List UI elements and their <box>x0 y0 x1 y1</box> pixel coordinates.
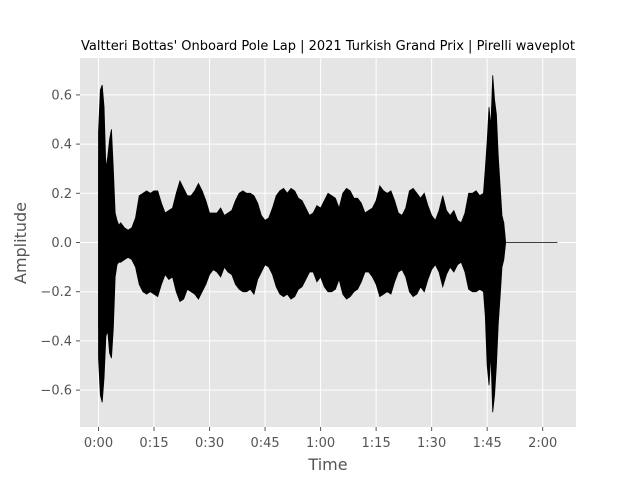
y-axis-ticks: −0.6 −0.4 −0.2 0.0 0.2 0.4 0.6 <box>40 88 80 399</box>
y-tick-label: 0.6 <box>51 88 72 103</box>
x-tick-label: 0:30 <box>195 436 224 451</box>
y-tick-label: 0.0 <box>51 236 72 251</box>
y-tick-label: −0.4 <box>40 334 72 349</box>
y-axis-label: Amplitude <box>11 202 30 284</box>
x-tick-label: 2:00 <box>528 436 557 451</box>
y-tick-label: −0.6 <box>40 384 72 399</box>
x-axis-ticks: 0:00 0:15 0:30 0:45 1:00 1:15 1:30 1:45 2:00 <box>84 427 557 451</box>
x-axis-label: Time <box>307 455 347 474</box>
chart-title: Valtteri Bottas' Onboard Pole Lap | 2021… <box>81 39 575 54</box>
x-tick-label: 0:45 <box>250 436 279 451</box>
x-tick-label: 1:45 <box>473 436 502 451</box>
waveform <box>98 75 558 413</box>
y-tick-label: 0.2 <box>51 187 72 202</box>
x-tick-label: 1:00 <box>306 436 335 451</box>
waveform-samples <box>98 80 506 408</box>
x-tick-label: 1:30 <box>417 436 446 451</box>
x-tick-label: 0:15 <box>139 436 168 451</box>
x-tick-label: 1:15 <box>362 436 391 451</box>
y-tick-label: −0.2 <box>40 285 72 300</box>
x-tick-label: 0:00 <box>84 436 113 451</box>
y-tick-label: 0.4 <box>51 138 72 153</box>
